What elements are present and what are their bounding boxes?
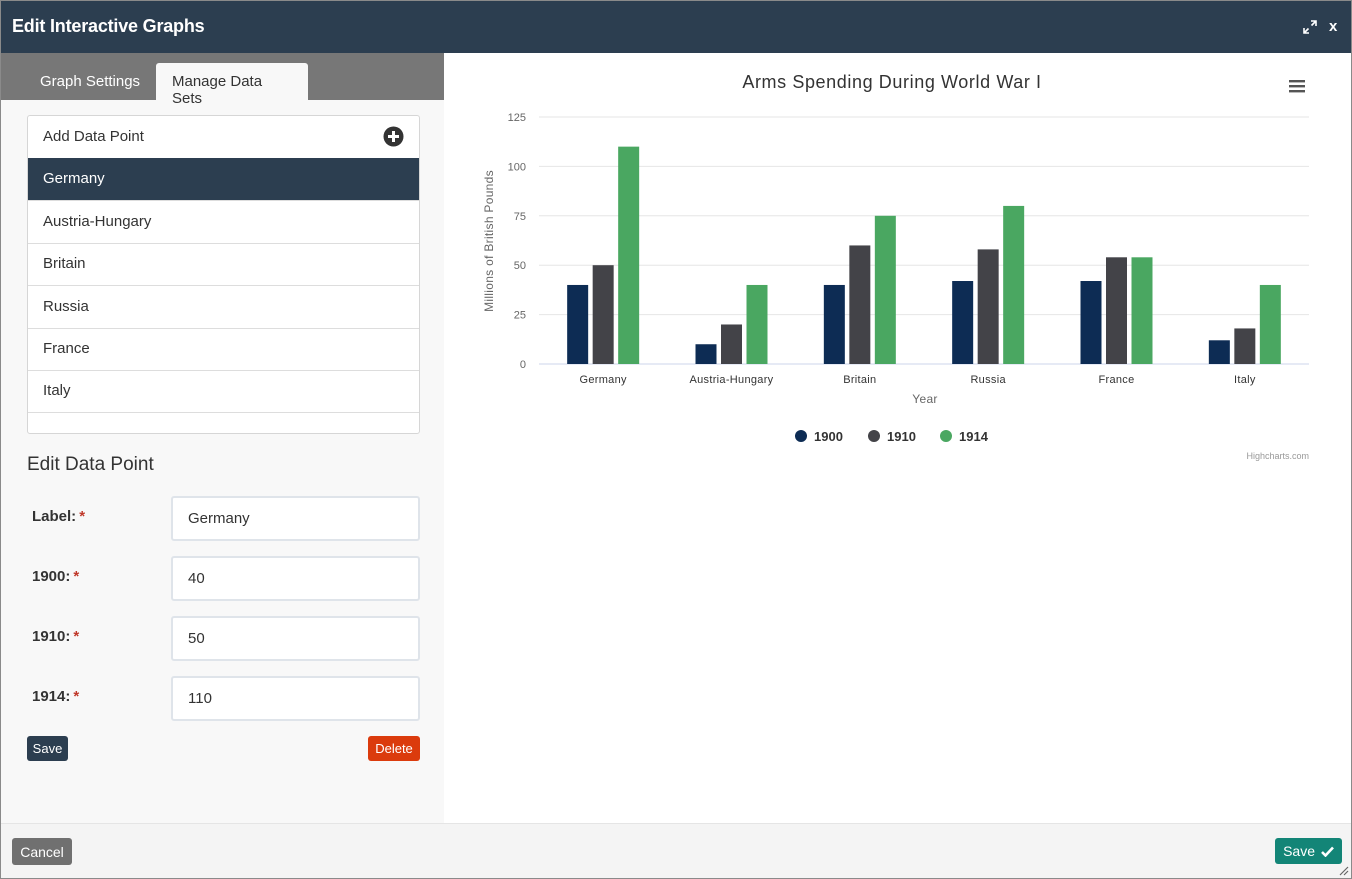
list-item[interactable]: Austria-Hungary	[28, 201, 419, 244]
bar-1900	[1208, 340, 1230, 364]
legend-label-1910: 1910	[887, 429, 916, 444]
save-data-point-button[interactable]: Save	[27, 736, 68, 761]
y-tick-label: 75	[514, 211, 526, 223]
bar-1914	[874, 215, 896, 364]
chart-menu-icon	[1289, 80, 1305, 83]
modal-titlebar: Edit Interactive Graphs x	[1, 1, 1351, 53]
bar-1910	[977, 249, 999, 364]
1910-input[interactable]	[171, 616, 420, 661]
x-tick-label: France	[1098, 374, 1134, 386]
chart-credits: Highcharts.com	[1246, 451, 1309, 461]
bar-1914	[1131, 257, 1153, 364]
resize-handle-icon[interactable]	[1337, 864, 1349, 876]
bar-1914	[1003, 205, 1025, 364]
bar-1900	[567, 284, 589, 364]
list-item[interactable]: Russia	[28, 286, 419, 329]
legend-marker-1900	[795, 430, 807, 442]
cancel-button[interactable]: Cancel	[12, 838, 72, 865]
x-tick-label: Britain	[843, 374, 876, 386]
bar-1900	[695, 344, 717, 364]
list-item[interactable]: Italy	[28, 370, 419, 413]
bar-1910	[592, 265, 614, 364]
y-axis-label: Millions of British Pounds	[482, 170, 496, 312]
x-tick-label: Austria-Hungary	[690, 374, 774, 386]
modal-footer: Cancel Save	[1, 823, 1351, 878]
x-tick-label: Germany	[579, 374, 627, 386]
close-button[interactable]: x	[1329, 18, 1338, 35]
bar-1914	[618, 146, 640, 364]
label-field-label: Label: *	[32, 508, 86, 525]
list-item[interactable]: Germany	[28, 158, 419, 201]
1914-field-label: 1914: *	[32, 688, 80, 705]
bar-1900	[952, 281, 974, 364]
delete-data-point-button[interactable]: Delete	[368, 736, 420, 761]
chart-preview-panel: Arms Spending During World War I 0 25 50 75 1…	[444, 53, 1351, 823]
modal-title: Edit Interactive Graphs	[12, 16, 205, 36]
bar-1914	[746, 284, 768, 364]
tab-manage-data-sets[interactable]: Manage Data Sets	[156, 63, 308, 107]
y-tick-label: 25	[514, 310, 526, 322]
settings-panel: Graph Settings Manage Data Sets Add Data…	[1, 53, 444, 823]
y-tick-label: 100	[508, 161, 526, 173]
list-item[interactable]: Britain	[28, 243, 419, 286]
checkmark-icon	[1320, 846, 1334, 858]
y-tick-label: 0	[520, 359, 526, 371]
x-tick-label: Italy	[1234, 374, 1256, 386]
list-item[interactable]: France	[28, 328, 419, 371]
tab-bar: Graph Settings Manage Data Sets	[1, 53, 444, 107]
plus-circle-icon[interactable]	[383, 126, 404, 147]
x-tick-label: Russia	[970, 374, 1006, 386]
legend-marker-1910	[868, 430, 880, 442]
save-graph-label: Save	[1283, 843, 1316, 859]
bar-chart: Arms Spending During World War I 0 25 50 75 1…	[482, 72, 1309, 461]
bar-1910	[1106, 257, 1127, 364]
y-tick-label: 50	[514, 260, 526, 272]
bar-1914	[1259, 284, 1281, 364]
edit-data-point-heading: Edit Data Point	[27, 454, 154, 475]
legend-label-1914: 1914	[959, 429, 989, 444]
bar-1910	[1234, 328, 1256, 364]
chart-title: Arms Spending During World War I	[742, 72, 1041, 92]
expand-icon[interactable]	[1302, 19, 1318, 35]
x-axis-label: Year	[912, 392, 937, 406]
bar-1910	[721, 324, 742, 364]
save-graph-button[interactable]: Save	[1275, 838, 1342, 864]
bar-1900	[823, 284, 845, 364]
chart-menu-icon	[1289, 90, 1305, 93]
tab-graph-settings[interactable]: Graph Settings	[40, 73, 141, 90]
legend-label-1900: 1900	[814, 429, 843, 444]
data-point-list: Add Data Point Germany Austria-Hungary B…	[27, 115, 420, 434]
label-input[interactable]	[171, 496, 420, 541]
chart-menu-icon	[1289, 85, 1305, 88]
y-tick-label: 125	[508, 112, 526, 124]
add-data-point-label: Add Data Point	[43, 128, 144, 145]
add-data-point-row[interactable]: Add Data Point	[28, 116, 419, 159]
1914-input[interactable]	[171, 676, 420, 721]
bar-1900	[1080, 281, 1102, 364]
bar-1910	[849, 245, 871, 364]
legend-marker-1914	[940, 430, 952, 442]
1900-input[interactable]	[171, 556, 420, 601]
1900-field-label: 1900: *	[32, 568, 80, 585]
1910-field-label: 1910: *	[32, 628, 80, 645]
